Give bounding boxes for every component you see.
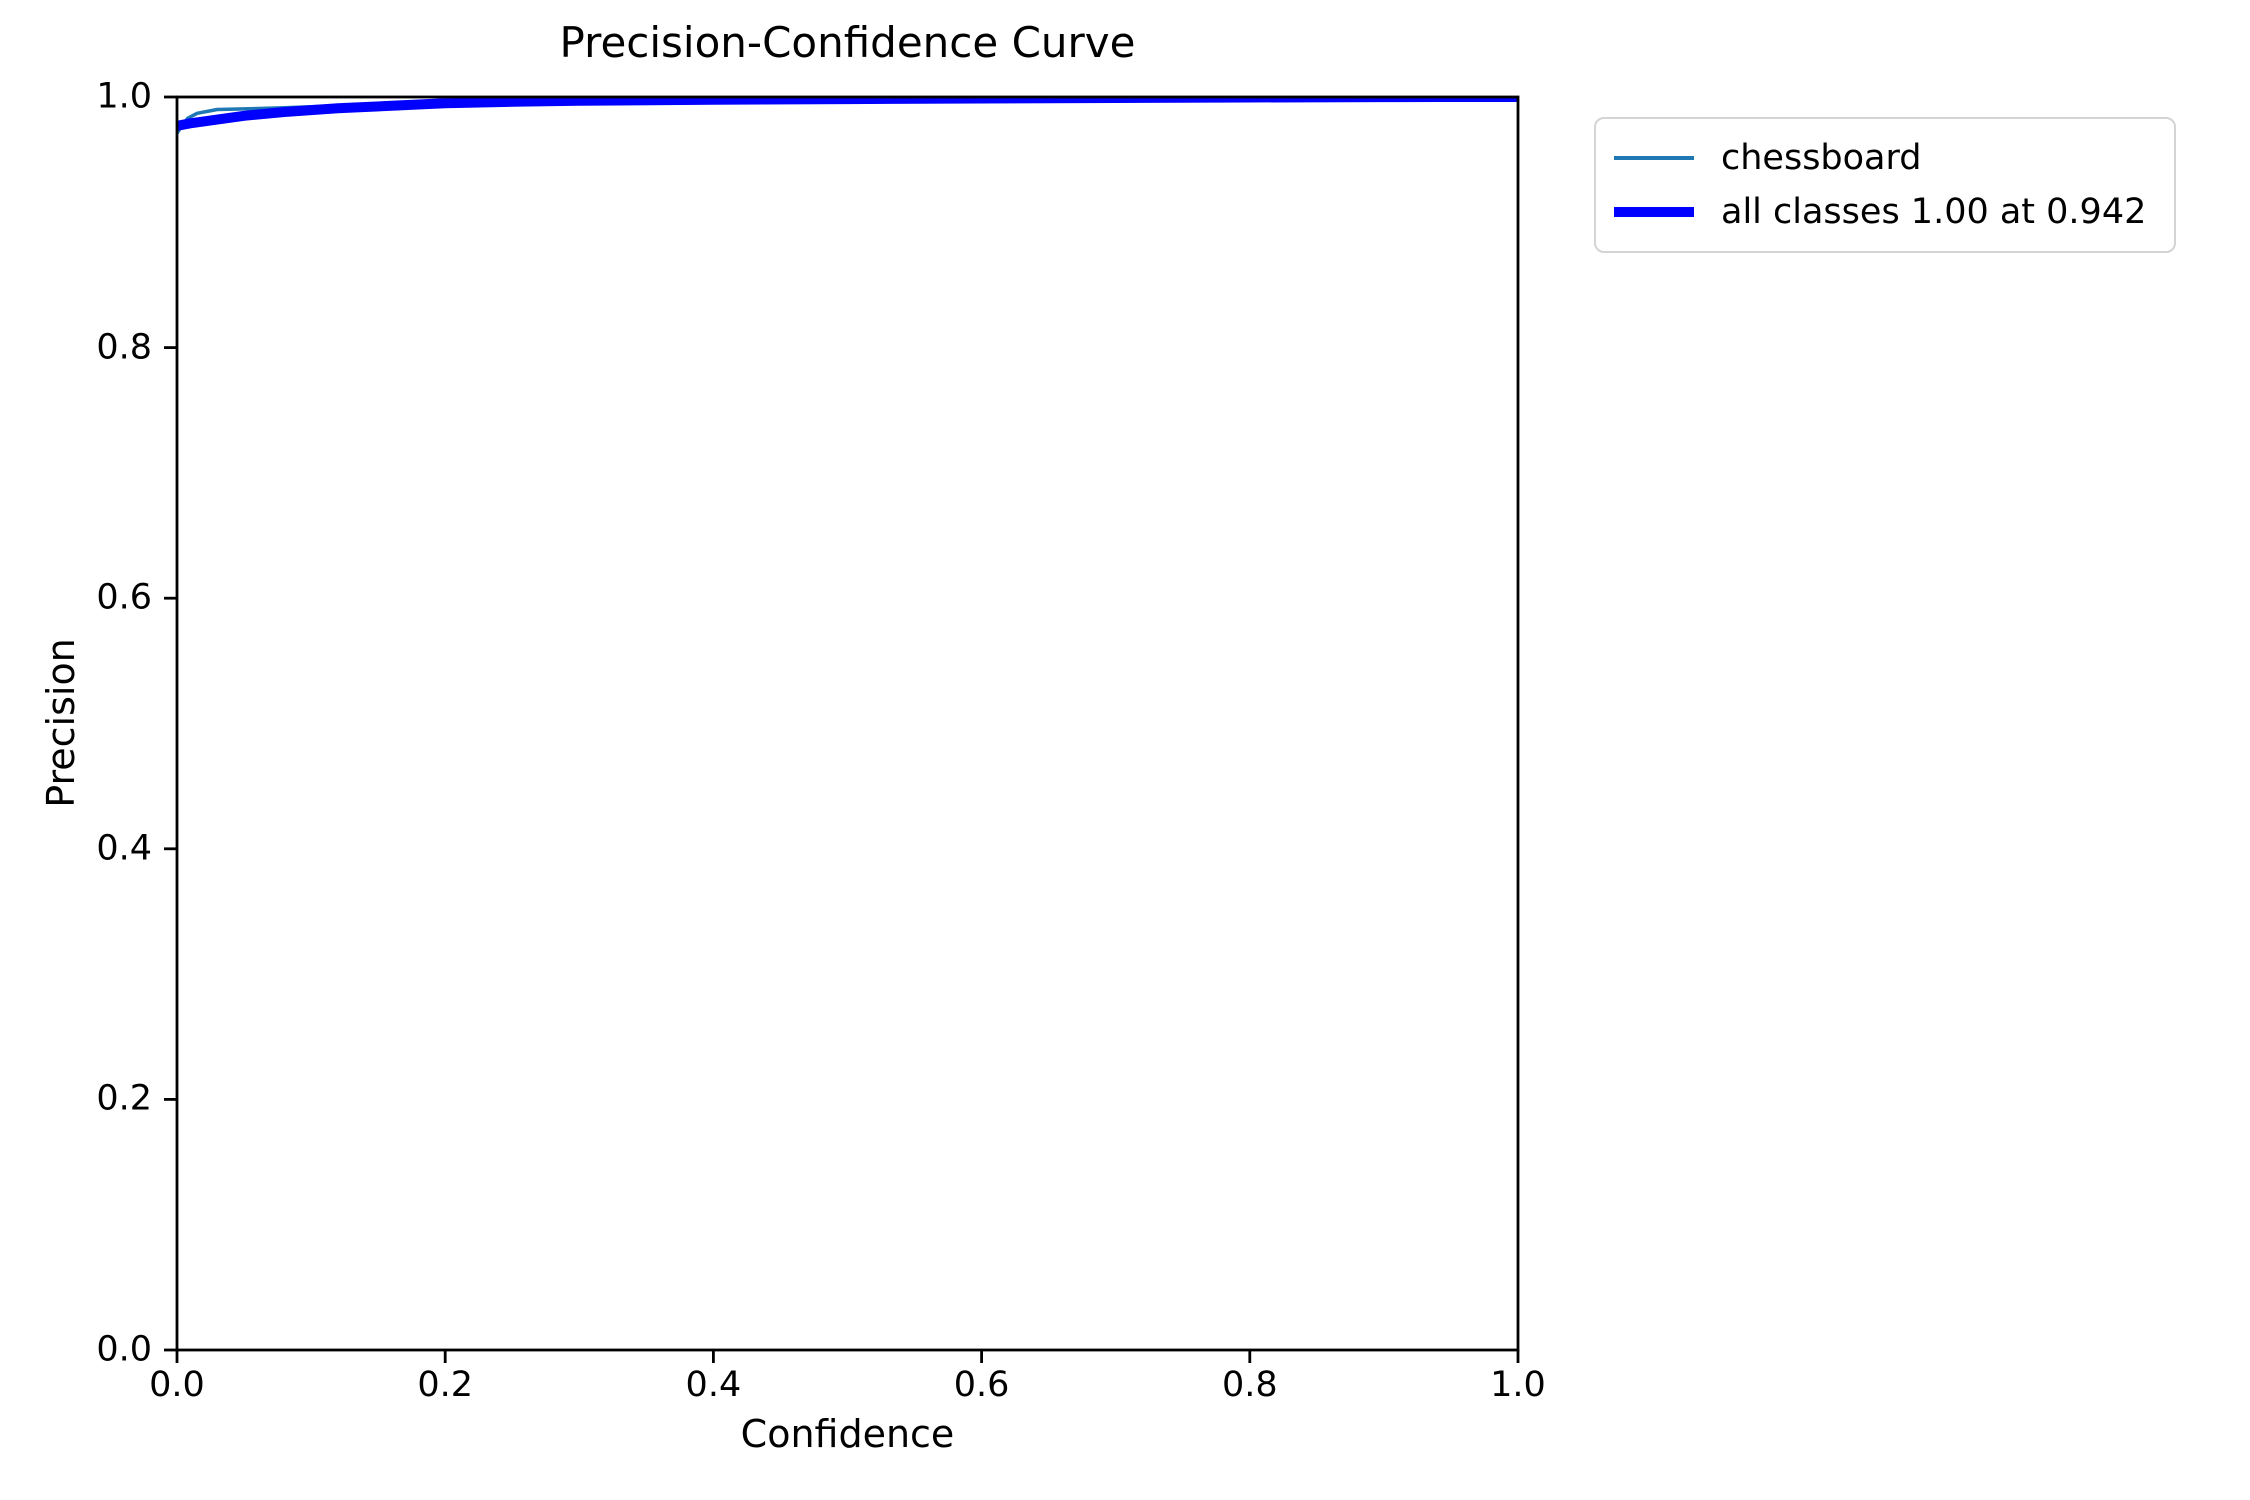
- y-tick-label: 0.0: [96, 1329, 152, 1370]
- x-tick-label: 0.0: [149, 1365, 205, 1405]
- x-tick-label: 1.0: [1490, 1365, 1546, 1405]
- legend-item-label: chessboard: [1721, 138, 1922, 178]
- axes-spines: [175, 95, 1520, 1352]
- chart-title: Precision-Confidence Curve: [559, 18, 1136, 67]
- x-tick-label: 0.6: [953, 1365, 1010, 1405]
- y-tick-label: 1.0: [96, 76, 152, 117]
- y-axis-label: Precision: [39, 638, 84, 808]
- legend: chessboard all classes 1.00 at 0.942: [1594, 117, 2177, 253]
- legend-line-swatch: [1614, 156, 1694, 160]
- legend-line-swatch: [1614, 207, 1694, 217]
- y-tick-label: 0.8: [96, 327, 152, 368]
- legend-item: all classes 1.00 at 0.942: [1614, 185, 2146, 239]
- y-tick-label: 0.2: [96, 1078, 152, 1119]
- series-line-1: [177, 97, 1518, 131]
- x-axis-label: Confidence: [740, 1412, 955, 1456]
- x-tick-label: 0.8: [1221, 1365, 1278, 1405]
- y-tick-label: 0.6: [96, 577, 152, 618]
- legend-item: chessboard: [1614, 131, 2146, 185]
- x-tick-label: 0.4: [685, 1365, 742, 1405]
- y-tick-label: 0.4: [96, 828, 152, 869]
- series-lines: [177, 97, 1518, 135]
- legend-item-label: all classes 1.00 at 0.942: [1721, 192, 2147, 232]
- axis-tick-marks: [164, 95, 1520, 1363]
- x-tick-label: 0.2: [417, 1365, 474, 1405]
